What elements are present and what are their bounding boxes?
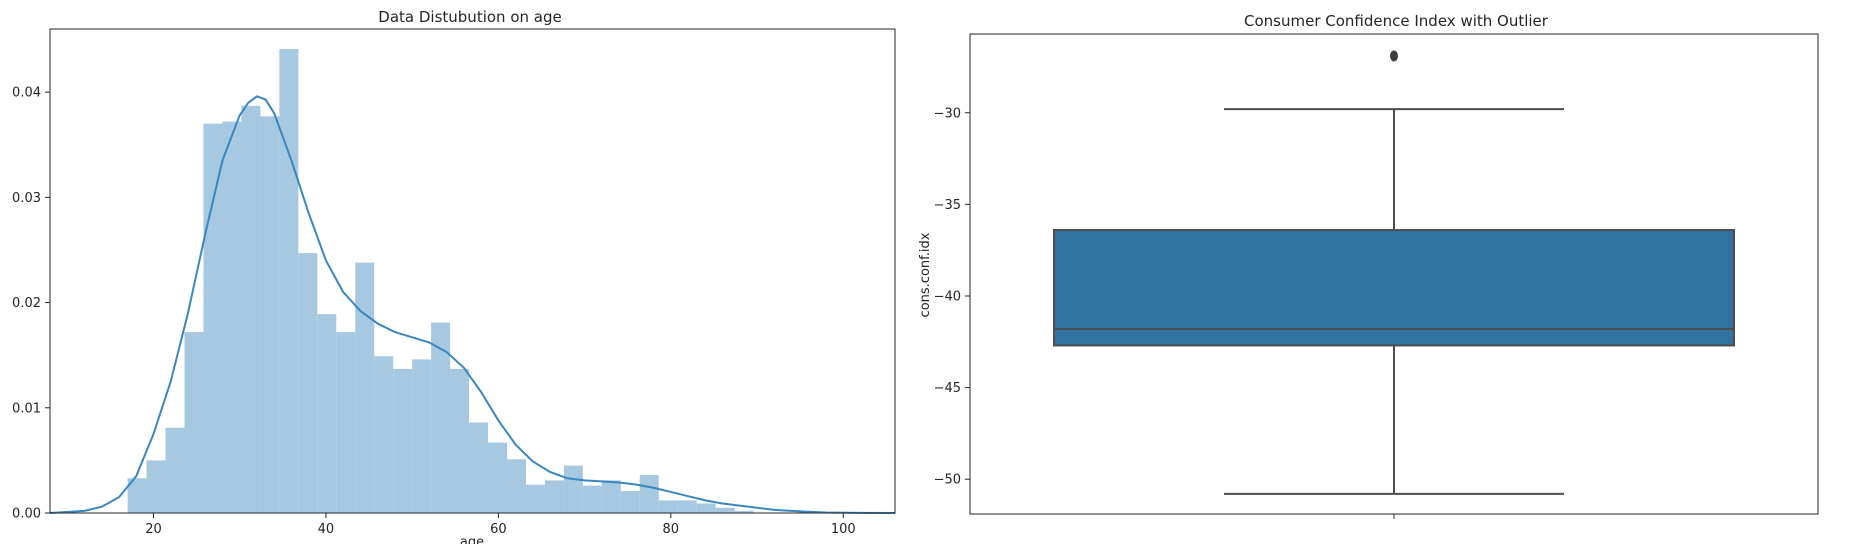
histogram-bar bbox=[450, 368, 470, 513]
y-tick-label: 0.03 bbox=[12, 191, 41, 206]
y-tick-label: 0.04 bbox=[12, 86, 41, 101]
histogram-bar bbox=[488, 442, 507, 513]
outlier-point bbox=[1390, 50, 1398, 62]
histogram-bar bbox=[639, 475, 659, 513]
histogram-bar bbox=[544, 480, 564, 513]
x-tick-label: 80 bbox=[663, 522, 680, 537]
histogram-bar bbox=[620, 490, 640, 513]
y-tick-label: 0.00 bbox=[12, 507, 41, 522]
x-tick-label: 100 bbox=[831, 522, 856, 537]
y-axis-label: cons.conf.idx bbox=[918, 232, 933, 317]
histogram-bar bbox=[393, 368, 413, 513]
y-tick-label: −45 bbox=[934, 381, 961, 396]
histogram-bar bbox=[734, 510, 754, 513]
histogram-bar bbox=[336, 332, 356, 513]
histogram-bar bbox=[431, 322, 451, 513]
x-tick-label: 40 bbox=[318, 522, 335, 537]
x-axis-ticks: 20 40 60 80 100 bbox=[145, 513, 856, 537]
histogram-bar bbox=[696, 503, 716, 513]
histogram-bar bbox=[715, 507, 735, 513]
histogram-bar bbox=[298, 253, 318, 513]
chart-title: Consumer Confidence Index with Outlier bbox=[1244, 12, 1549, 30]
histogram-bar bbox=[203, 123, 223, 514]
y-axis-ticks: −30 −35 −40 −45 −50 bbox=[934, 106, 970, 488]
histogram-bar bbox=[317, 314, 337, 513]
histogram-bar bbox=[582, 485, 602, 513]
histogram-bars bbox=[127, 48, 754, 514]
box-plot-elements bbox=[1053, 50, 1735, 495]
histogram-bar bbox=[506, 459, 526, 513]
chart-title: Data Distubution on age bbox=[378, 8, 561, 26]
histogram-bar bbox=[563, 465, 583, 513]
plot-area bbox=[49, 28, 896, 514]
x-axis-label: age bbox=[460, 535, 484, 544]
consumer-confidence-boxplot: Consumer Confidence Index with Outlier −… bbox=[918, 12, 1819, 519]
y-tick-label: 0.02 bbox=[12, 296, 41, 311]
histogram-bar bbox=[658, 500, 678, 513]
y-tick-label: −50 bbox=[934, 473, 961, 488]
histogram-bar bbox=[222, 121, 242, 513]
histogram-bar bbox=[146, 460, 166, 513]
histogram-bar bbox=[127, 478, 147, 513]
interquartile-box bbox=[1053, 229, 1735, 347]
histogram-bar bbox=[374, 356, 394, 513]
histogram-bar bbox=[260, 116, 280, 513]
y-tick-label: −35 bbox=[934, 198, 961, 213]
histogram-bar bbox=[355, 262, 375, 513]
histogram-bar bbox=[184, 332, 204, 513]
histogram-bar bbox=[601, 480, 621, 513]
kde-curve bbox=[49, 95, 896, 514]
histogram-bar bbox=[279, 48, 299, 513]
histogram-bar bbox=[412, 359, 432, 513]
y-axis-ticks: 0.00 0.01 0.02 0.03 0.04 bbox=[12, 86, 50, 522]
age-distribution-chart: Data Distubution on age 20 40 60 80 100 0.00… bbox=[12, 8, 896, 544]
histogram-bar bbox=[469, 422, 489, 513]
y-tick-label: 0.01 bbox=[12, 401, 41, 416]
x-tick-label: 20 bbox=[145, 522, 162, 537]
y-tick-label: −30 bbox=[934, 106, 961, 121]
x-tick-label: 60 bbox=[490, 522, 507, 537]
y-tick-label: −40 bbox=[934, 289, 961, 304]
histogram-bar bbox=[525, 484, 545, 513]
histogram-bar bbox=[677, 500, 697, 513]
histogram-bar bbox=[241, 105, 261, 514]
histogram-bar bbox=[165, 427, 185, 513]
